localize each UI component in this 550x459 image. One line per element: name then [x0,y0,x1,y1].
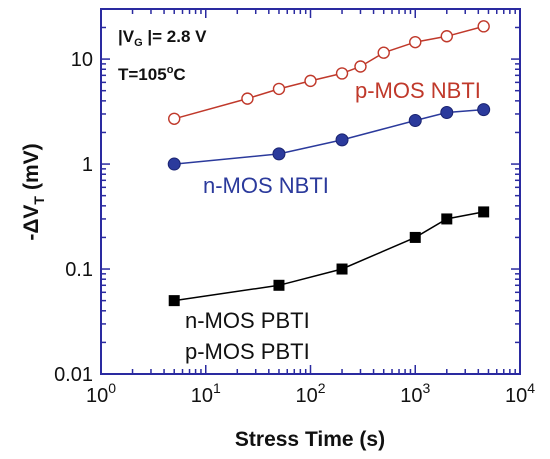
data-point [304,74,317,88]
x-tick-exponent: 0 [108,380,116,396]
y-axis-title-main: -ΔV [20,205,43,241]
y-tick-label: 1 [82,154,93,176]
data-point [272,82,286,96]
data-point [168,112,181,125]
label-pmos-pbti: p-MOS PBTI [185,339,310,364]
data-point [272,147,286,161]
series-3 [168,206,490,307]
y-tick-label: 0.01 [54,364,93,386]
data-point [408,113,422,127]
x-tick-exponent: 1 [213,380,221,396]
x-axis-title: Stress Time (s) [235,428,385,451]
series-layer [167,20,491,307]
x-tick-base: 10 [295,385,317,407]
annotation-temp-sup: o [167,64,174,76]
data-point [478,206,490,218]
data-point [477,20,490,33]
data-point [273,279,285,291]
x-axis-ticks: 100 101 102 103 104 [86,9,535,407]
label-pmos-nbti: p-MOS NBTI [355,78,481,103]
data-point [440,105,454,119]
series-line [174,211,484,302]
x-tick-base: 10 [400,385,422,407]
series-line [174,108,484,165]
x-tick-base: 10 [191,385,213,407]
label-nmos-pbti: n-MOS PBTI [185,308,310,333]
series-1 [168,20,490,125]
data-point [441,213,453,225]
x-tick-label: 102 [295,380,325,407]
x-tick-exponent: 2 [318,380,326,396]
annotation-vg-post: |= 2.8 V [143,27,207,46]
y-tick-label: 0.1 [65,259,93,281]
data-point [336,263,348,275]
data-point [241,92,254,105]
y-axis-title: -ΔVT (mV) [20,143,47,240]
y-axis-ticks: 0.01 0.1 1 10 [54,8,520,386]
series-line [174,25,484,120]
annotation-temperature: T=105oC [118,64,186,84]
data-point [409,231,421,243]
x-tick-base: 10 [86,385,108,407]
data-point [354,60,367,73]
x-tick-label: 104 [505,380,535,407]
y-axis-title-sub: T [31,196,47,205]
x-tick-base: 10 [505,385,527,407]
data-point [335,67,349,80]
y-axis-title-unit: (mV) [20,143,43,190]
data-point [440,30,453,43]
annotation-temp-pre: T=105 [118,65,167,84]
data-point [335,133,349,147]
x-tick-exponent: 3 [422,380,430,396]
data-point [377,46,390,59]
data-point [168,295,180,307]
annotation-gate-voltage: |VG |= 2.8 V [118,27,207,49]
x-tick-label: 101 [191,380,221,407]
annotation-vg-sub: G [134,37,143,49]
series-2 [167,103,491,171]
annotation-vg-pre: |V [118,27,135,46]
x-tick-label: 103 [400,380,430,407]
annotation-temp-post: C [173,65,185,84]
label-nmos-nbti: n-MOS NBTI [203,173,329,198]
data-point [477,103,491,117]
x-tick-label: 100 [86,380,116,407]
data-point [167,157,181,171]
y-tick-label: 10 [71,49,93,71]
data-point [409,35,422,49]
x-tick-exponent: 4 [527,380,535,396]
